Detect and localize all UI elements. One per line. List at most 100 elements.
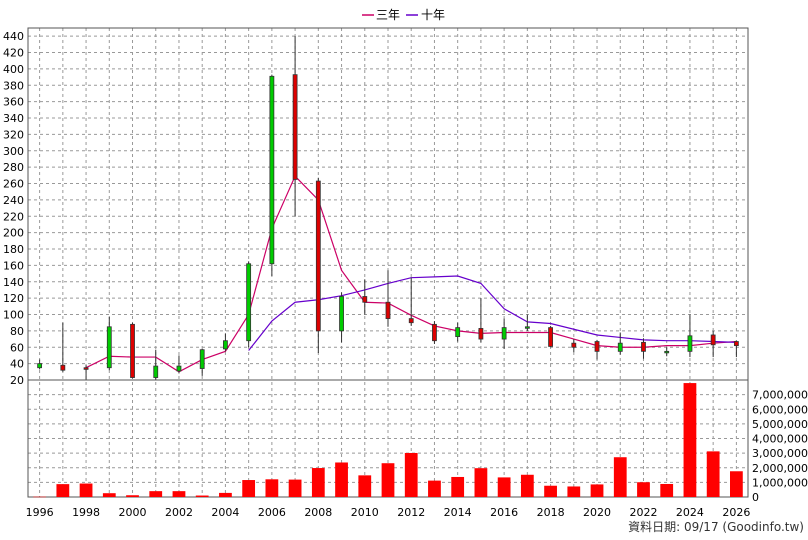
candle-2006	[269, 74, 275, 277]
price-tick-label: 120	[3, 292, 24, 305]
volume-bar-2005	[242, 480, 256, 497]
candle-body	[315, 180, 321, 332]
candle-1997	[60, 322, 66, 372]
price-tick-label: 80	[10, 325, 24, 338]
volume-tick-label: 7,000,000	[752, 389, 808, 402]
candle-2003	[199, 348, 205, 376]
price-tick-label: 60	[10, 341, 24, 354]
candle-2005	[246, 261, 252, 348]
candle-2008	[315, 177, 321, 353]
volume-bar-2023	[660, 483, 674, 497]
candle-2000	[130, 322, 135, 379]
x-tick-label: 2010	[351, 506, 379, 519]
candle-2022	[641, 338, 646, 359]
ma-10y-line	[248, 275, 737, 351]
candle-2001	[153, 349, 159, 380]
candle-2011	[385, 270, 391, 327]
x-tick-label: 2006	[258, 506, 286, 519]
volume-tick-label: 2,000,000	[752, 462, 808, 475]
price-tick-label: 160	[3, 259, 24, 272]
candle-2012	[408, 277, 414, 326]
legend-10y-label: 十年	[421, 8, 445, 22]
candle-1998	[83, 365, 89, 380]
volume-bar-2015	[474, 468, 488, 497]
price-tick-label: 420	[3, 47, 24, 60]
candle-body	[246, 263, 252, 342]
x-tick-label: 1998	[72, 506, 100, 519]
candle-2023	[664, 347, 670, 357]
volume-bar-2010	[358, 475, 372, 497]
price-tick-label: 320	[3, 128, 24, 141]
candle-2026	[733, 340, 739, 358]
candle-body	[385, 301, 391, 320]
price-tick-label: 360	[3, 96, 24, 109]
volume-tick-label: 5,000,000	[752, 418, 808, 431]
candle-body	[733, 341, 739, 347]
volume-bar-2022	[637, 482, 650, 497]
candle-2021	[617, 332, 623, 355]
volume-tick-label: 3,000,000	[752, 447, 808, 460]
candle-body	[176, 365, 182, 372]
candle-body	[687, 335, 693, 352]
candle-body	[524, 326, 530, 329]
price-tick-label: 340	[3, 112, 24, 125]
candle-1996	[37, 359, 43, 370]
volume-bar-2025	[706, 451, 720, 497]
candle-body	[292, 74, 298, 180]
x-tick-label: 2022	[629, 506, 657, 519]
price-tick-label: 100	[3, 309, 24, 322]
x-tick-label: 2018	[537, 506, 565, 519]
x-tick-label: 2016	[490, 506, 518, 519]
candle-2024	[687, 314, 693, 358]
candle-body	[362, 296, 368, 303]
x-tick-label: 2012	[397, 506, 425, 519]
volume-tick-label: 4,000,000	[752, 433, 808, 446]
x-tick-label: 2026	[722, 506, 750, 519]
candle-body	[199, 349, 205, 369]
candle-body	[571, 342, 577, 348]
price-tick-label: 40	[10, 358, 24, 371]
candle-body	[339, 296, 344, 332]
candle-1999	[106, 316, 112, 371]
volume-bar-2026	[730, 471, 743, 497]
volume-bar-1998	[79, 483, 93, 497]
x-tick-label: 2002	[165, 506, 193, 519]
legend: 三年 十年	[362, 8, 445, 22]
candle-body	[37, 363, 43, 369]
candle-2009	[339, 292, 344, 343]
volume-bar-2014	[451, 476, 465, 497]
candle-2010	[362, 279, 368, 315]
price-panel: 20 40 60 80 100 120 140 160 180 200 220 240 260 280 30…	[3, 27, 749, 497]
candle-body	[269, 75, 275, 265]
candle-2014	[455, 322, 461, 342]
candle-2019	[571, 339, 577, 353]
candle-body	[710, 334, 716, 346]
data-date-footer: 資料日期: 09/17 (Goodinfo.tw)	[628, 520, 804, 534]
x-tick-label: 2024	[676, 506, 704, 519]
volume-bar-2011	[381, 463, 395, 497]
volume-bar-2006	[265, 479, 279, 497]
candle-2002	[176, 355, 182, 374]
x-tick-label: 2014	[444, 506, 472, 519]
volume-bar-2021	[613, 457, 627, 497]
volume-bar-2009	[335, 462, 348, 497]
candle-2020	[594, 339, 600, 360]
x-tick-label: 2008	[304, 506, 332, 519]
volume-bar-2003	[195, 495, 209, 497]
price-tick-label: 280	[3, 161, 24, 174]
candle-body	[432, 323, 437, 342]
candle-body	[548, 327, 553, 347]
price-tick-label: 220	[3, 210, 24, 223]
volume-bar-2004	[219, 492, 232, 497]
price-tick-label: 200	[3, 227, 24, 240]
x-tick-label: 1996	[26, 506, 54, 519]
price-tick-label: 260	[3, 178, 24, 191]
volume-bar-2008	[311, 468, 325, 497]
price-tick-label: 140	[3, 276, 24, 289]
candle-2017	[524, 314, 530, 331]
price-tick-label: 180	[3, 243, 24, 256]
volume-bar-2000	[126, 495, 139, 497]
volume-bar-2012	[404, 452, 418, 497]
